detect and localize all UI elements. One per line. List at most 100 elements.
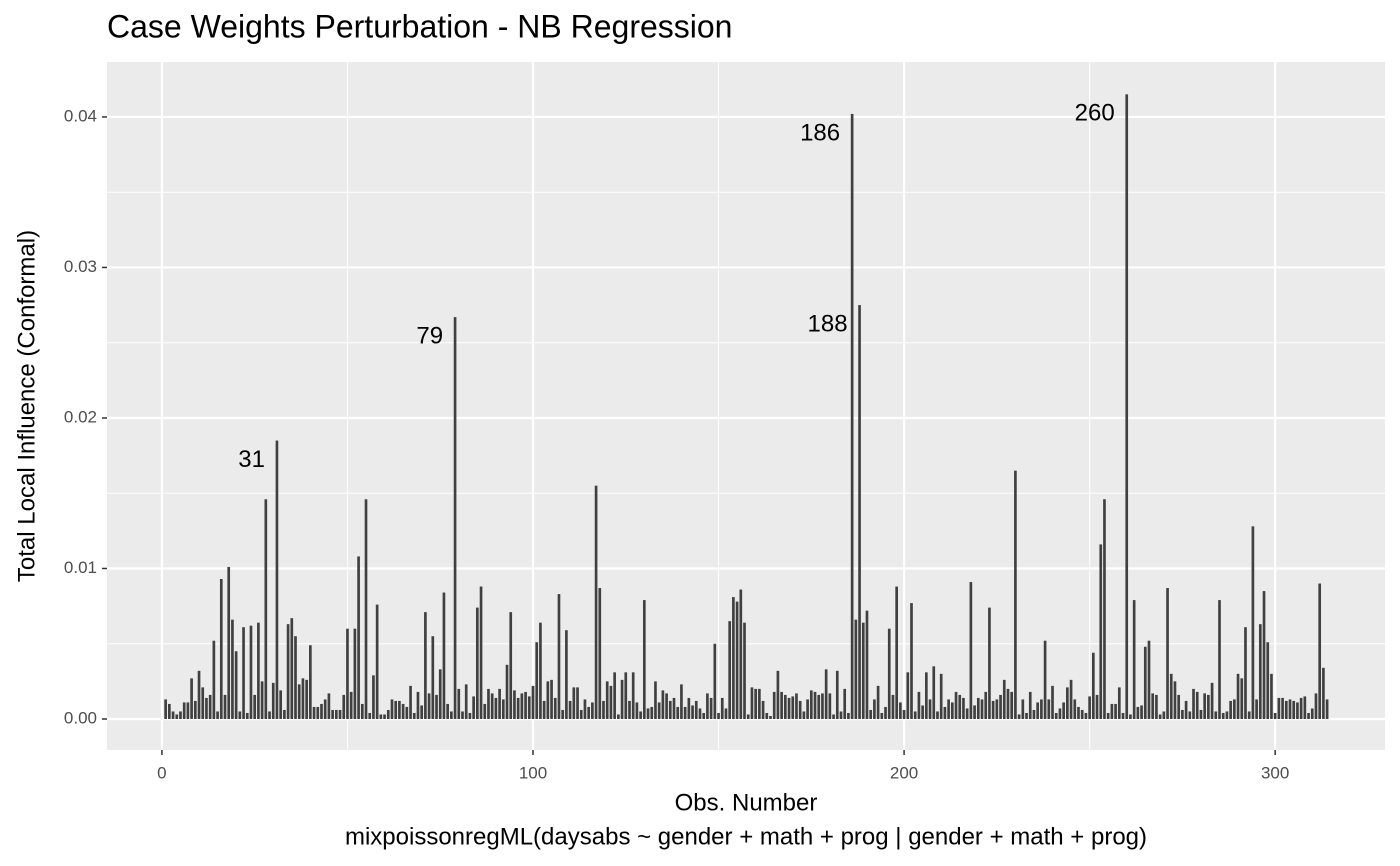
bar [950,702,954,719]
y-tick-label: 0.02 [64,407,97,426]
bar [691,705,694,719]
bar [190,678,193,719]
bar [928,699,932,719]
bar [706,693,709,719]
bar [1288,699,1292,719]
bar [925,672,928,719]
bar [973,705,976,719]
bar [223,694,227,719]
bar [1028,691,1032,719]
bar [464,684,468,719]
bar [1040,699,1043,719]
bar [1132,600,1136,719]
bar [494,697,498,719]
bar [1296,702,1299,719]
y-tick-label: 0.01 [64,558,97,577]
bar [1214,711,1218,719]
bar [1006,688,1010,719]
bar [850,113,854,719]
x-axis-title: Obs. Number [675,789,818,816]
bar [1299,697,1303,719]
bar [1192,688,1195,719]
bar [1218,600,1221,719]
bar [1014,470,1017,719]
x-tick-label: 200 [890,763,918,782]
bar [798,700,802,719]
bar [1047,699,1051,719]
bar [446,703,449,719]
bar [242,627,245,719]
plot-panel [107,62,1385,750]
bar [468,712,472,719]
y-tick-label: 0.00 [64,708,97,727]
bar [735,601,739,719]
bar [416,691,420,719]
bar [835,670,839,719]
bar [171,711,175,719]
bar [1173,681,1177,719]
bar [683,706,687,719]
bar [205,697,208,719]
bar [557,594,561,719]
bar [216,711,219,719]
bar [750,687,754,719]
bar [910,603,913,719]
bar [1292,700,1296,719]
bar [887,628,891,719]
bar [1032,709,1036,719]
bar [913,711,917,719]
bar [1073,699,1077,719]
bar [1017,714,1021,719]
bar [932,666,936,719]
bar [234,651,238,719]
bar [809,690,813,719]
bar [309,645,312,719]
bar [197,670,201,719]
bar [1125,94,1129,719]
grid [107,62,1385,750]
bar [873,699,876,719]
bar [568,700,572,719]
bar [1240,678,1244,719]
bar [746,714,750,719]
bar [594,485,598,719]
bar [743,622,746,719]
bar [520,693,524,719]
bar [386,709,390,719]
bar [602,700,605,719]
x-tick-label: 100 [519,763,547,782]
bar [1062,702,1065,719]
bar [765,712,769,719]
bar [999,694,1002,719]
bar [1221,712,1225,719]
bar [338,709,342,719]
bar [553,697,557,719]
bar [1281,697,1284,719]
bar [572,687,576,719]
bar [709,697,713,719]
bar [179,711,182,719]
bar [1099,544,1103,719]
bar [453,317,457,719]
bar [524,691,527,719]
bar [954,691,958,719]
annotation: 260 [1075,100,1115,127]
bar [869,709,873,719]
bar [702,712,706,719]
bar [257,622,260,719]
bar [791,696,795,719]
bar [758,688,761,719]
bar [390,699,394,719]
chart-title: Case Weights Perturbation - NB Regressio… [107,8,732,44]
bar [1051,685,1054,719]
bar [783,694,787,719]
bar [680,684,683,719]
bar [438,669,442,719]
labels: 0 100 200 300 0.00 0.01 0.02 0.03 0.04 31 79 186 188… [64,100,1289,783]
bar [349,691,353,719]
bar [327,693,331,719]
bar [899,702,902,719]
bar [1270,673,1273,719]
bar [1095,694,1099,719]
